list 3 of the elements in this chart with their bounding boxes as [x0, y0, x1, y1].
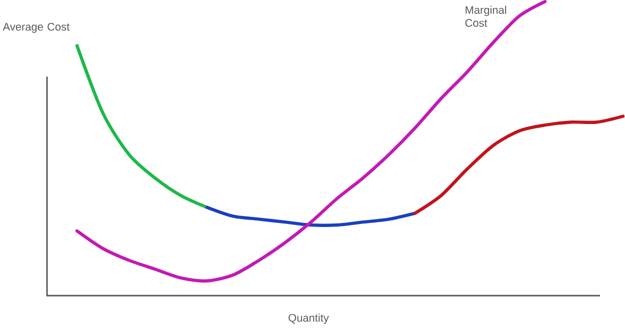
- x-axis-title: Quantity: [288, 314, 329, 324]
- series-label: Marginal Cost: [465, 6, 506, 27]
- series-label: Average Cost: [2, 23, 70, 34]
